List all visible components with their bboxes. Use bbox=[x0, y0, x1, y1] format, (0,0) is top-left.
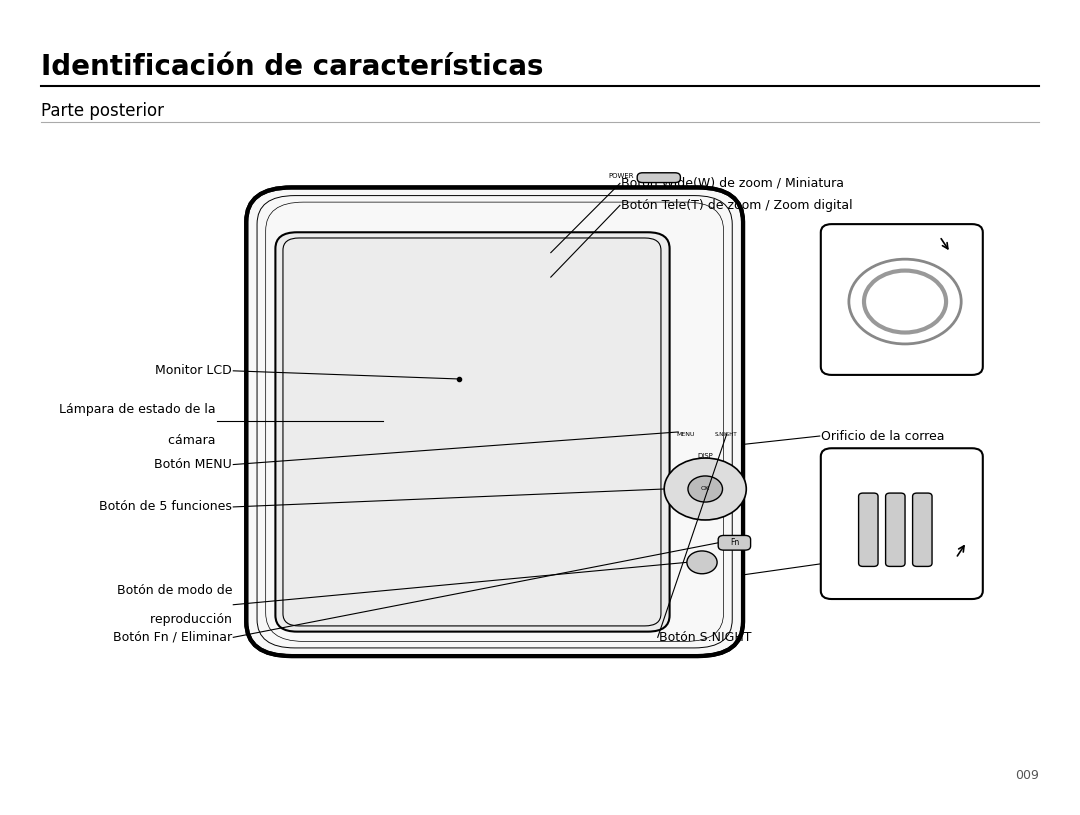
Circle shape bbox=[664, 458, 746, 520]
Text: MENU: MENU bbox=[676, 432, 696, 437]
Text: cámara: cámara bbox=[136, 434, 216, 447]
Text: Botón Wide(W) de zoom / Miniatura: Botón Wide(W) de zoom / Miniatura bbox=[621, 177, 843, 190]
FancyBboxPatch shape bbox=[821, 448, 983, 599]
Text: Orificio de la correa: Orificio de la correa bbox=[821, 430, 944, 443]
Text: Botón de 5 funciones: Botón de 5 funciones bbox=[99, 500, 232, 513]
FancyBboxPatch shape bbox=[886, 493, 905, 566]
FancyBboxPatch shape bbox=[913, 493, 932, 566]
Text: Lámpara de estado de la: Lámpara de estado de la bbox=[59, 403, 216, 416]
Text: 009: 009 bbox=[1015, 769, 1039, 782]
Text: Monitor LCD: Monitor LCD bbox=[156, 364, 232, 377]
Text: Fn: Fn bbox=[730, 538, 739, 548]
Text: Botón Fn / Eliminar: Botón Fn / Eliminar bbox=[113, 631, 232, 644]
Text: S.NIGHT: S.NIGHT bbox=[715, 432, 737, 437]
Text: DISP: DISP bbox=[698, 453, 713, 460]
Text: OK: OK bbox=[701, 487, 710, 491]
Text: Botón Tele(T) de zoom / Zoom digital: Botón Tele(T) de zoom / Zoom digital bbox=[621, 199, 852, 212]
Text: Botón MENU: Botón MENU bbox=[154, 458, 232, 471]
Text: reproducción: reproducción bbox=[134, 613, 232, 626]
Text: Terminal USB / AV / CC: Terminal USB / AV / CC bbox=[821, 557, 962, 570]
Text: Parte posterior: Parte posterior bbox=[41, 102, 164, 120]
Text: Identificación de características: Identificación de características bbox=[41, 53, 543, 81]
FancyBboxPatch shape bbox=[246, 187, 743, 656]
FancyBboxPatch shape bbox=[859, 493, 878, 566]
FancyBboxPatch shape bbox=[821, 224, 983, 375]
Text: POWER: POWER bbox=[608, 173, 634, 179]
Circle shape bbox=[688, 476, 723, 502]
Text: Botón de modo de: Botón de modo de bbox=[117, 584, 232, 597]
FancyBboxPatch shape bbox=[637, 173, 680, 183]
Text: Botón S.NIGHT: Botón S.NIGHT bbox=[659, 631, 752, 644]
FancyBboxPatch shape bbox=[275, 232, 670, 632]
Circle shape bbox=[687, 551, 717, 574]
FancyBboxPatch shape bbox=[718, 535, 751, 550]
